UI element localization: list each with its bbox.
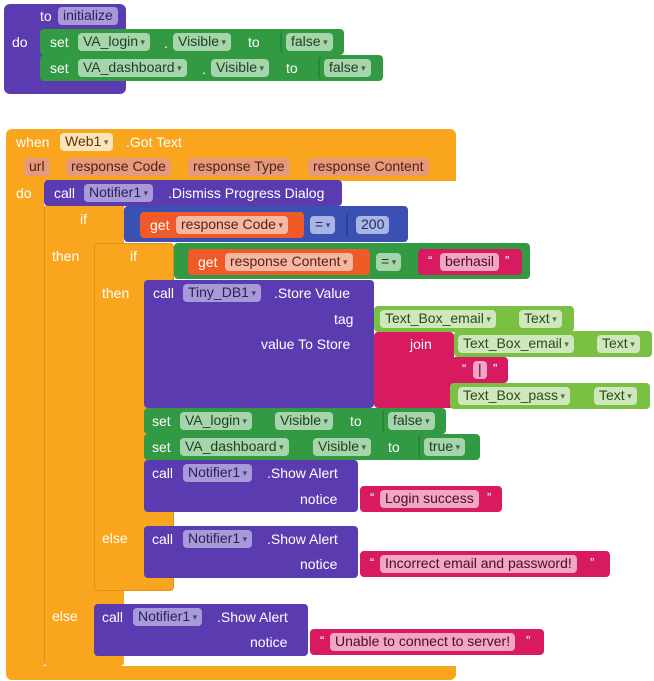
boolean-dropdown[interactable]: true [424, 438, 466, 456]
do-label: do [12, 34, 28, 50]
call-label: call [153, 285, 175, 301]
variable-dropdown[interactable]: response Content [225, 253, 353, 271]
method-label: .Dismiss Progress Dialog [168, 185, 325, 201]
set-label: set [152, 413, 171, 429]
property-dropdown[interactable]: Visible [275, 412, 334, 430]
then-label: then [102, 285, 130, 301]
get-label: get [198, 254, 218, 270]
text-value-field[interactable]: Unable to connect to server! [330, 633, 516, 651]
method-label: .Show Alert [217, 609, 288, 625]
else-label: else [102, 530, 128, 546]
notice-label: notice [250, 634, 288, 650]
notice-label: notice [300, 491, 338, 507]
property-dropdown[interactable]: Text [594, 387, 637, 405]
close-quote-icon: ” [590, 555, 595, 570]
property-dropdown[interactable]: Visible [173, 33, 232, 51]
if-label: if [80, 211, 87, 227]
when-label: when [16, 134, 50, 150]
dot-label: . [202, 61, 206, 77]
property-dropdown[interactable]: Visible [313, 438, 372, 456]
close-quote-icon: ” [526, 633, 531, 648]
if-label: if [130, 248, 137, 264]
set-label: set [152, 439, 171, 455]
close-quote-icon: ” [505, 253, 510, 268]
procedure-name-field[interactable]: initialize [58, 7, 118, 25]
component-dropdown[interactable]: VA_dashboard [78, 59, 187, 77]
operator-dropdown[interactable]: = [376, 253, 402, 271]
call-label: call [152, 531, 174, 547]
boolean-dropdown[interactable]: false [388, 412, 435, 430]
component-dropdown[interactable]: Tiny_DB1 [183, 284, 261, 302]
property-dropdown[interactable]: Text [597, 335, 640, 353]
set-label: set [50, 34, 69, 50]
event-component-dropdown[interactable]: Web1 [60, 133, 114, 151]
join-block[interactable] [374, 332, 454, 408]
param-url[interactable]: url [24, 158, 50, 176]
property-dropdown[interactable]: Text [519, 310, 562, 328]
to-label: to [350, 413, 362, 429]
open-quote-icon: “ [370, 555, 375, 570]
component-dropdown[interactable]: VA_login [78, 33, 151, 51]
call-label: call [54, 185, 76, 201]
text-value-field[interactable]: Login success [380, 490, 479, 508]
component-dropdown[interactable]: Text_Box_email [380, 310, 496, 328]
param-response-code[interactable]: response Code [66, 158, 171, 176]
else-label: else [52, 608, 78, 624]
component-dropdown[interactable]: VA_dashboard [180, 438, 289, 456]
then-label: then [52, 248, 80, 264]
close-quote-icon: ” [493, 361, 498, 376]
event-do-arm [6, 180, 44, 670]
notice-label: notice [300, 556, 338, 572]
method-label: .Show Alert [267, 531, 338, 547]
component-dropdown[interactable]: Notifier1 [183, 530, 253, 548]
method-label: .Store Value [274, 285, 351, 301]
open-quote-icon: “ [428, 253, 433, 268]
dot-label: . [164, 35, 168, 51]
event-bottom-bar [6, 666, 456, 680]
boolean-dropdown[interactable]: false [324, 59, 371, 77]
text-value-field[interactable]: | [473, 361, 487, 379]
call-label: call [102, 609, 124, 625]
boolean-dropdown[interactable]: false [286, 33, 333, 51]
do-label: do [16, 185, 32, 201]
open-quote-icon: “ [462, 361, 467, 376]
open-quote-icon: “ [320, 633, 325, 648]
close-quote-icon: ” [487, 490, 492, 505]
component-dropdown[interactable]: Text_Box_email [458, 335, 574, 353]
text-value-field[interactable]: Incorrect email and password! [380, 555, 577, 573]
to-label: to [286, 60, 298, 76]
event-name-label: .Got Text [126, 134, 182, 150]
component-dropdown[interactable]: Notifier1 [133, 608, 203, 626]
param-response-content[interactable]: response Content [308, 158, 429, 176]
to-label: to [388, 439, 400, 455]
text-value-field[interactable]: berhasil [440, 253, 500, 271]
get-label: get [150, 217, 170, 233]
param-response-type[interactable]: response Type [188, 158, 290, 176]
join-label: join [410, 336, 432, 352]
variable-dropdown[interactable]: response Code [176, 216, 288, 234]
number-value-field[interactable]: 200 [356, 216, 390, 234]
property-dropdown[interactable]: Visible [211, 59, 270, 77]
open-quote-icon: “ [370, 490, 375, 505]
to-label: to [40, 8, 52, 24]
value-to-store-label: value To Store [261, 336, 351, 352]
tag-label: tag [334, 311, 354, 327]
operator-dropdown[interactable]: = [310, 216, 336, 234]
method-label: .Show Alert [267, 465, 338, 481]
call-label: call [152, 465, 174, 481]
component-dropdown[interactable]: Notifier1 [84, 184, 154, 202]
component-dropdown[interactable]: VA_login [180, 412, 253, 430]
to-label: to [248, 34, 260, 50]
component-dropdown[interactable]: Notifier1 [183, 464, 253, 482]
component-dropdown[interactable]: Text_Box_pass [458, 387, 570, 405]
set-label: set [50, 60, 69, 76]
